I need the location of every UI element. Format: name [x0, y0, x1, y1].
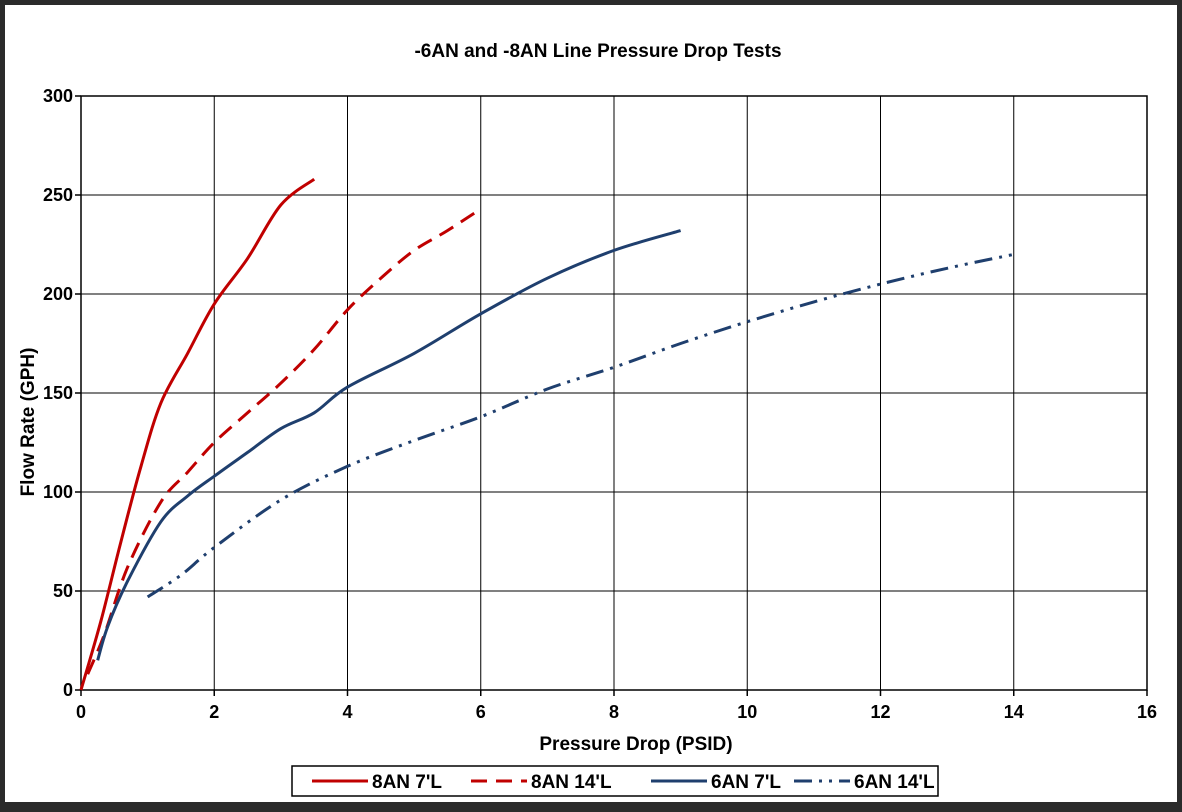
series-line-2 [96, 229, 682, 661]
x-tick-label: 10 [737, 702, 757, 722]
legend-label-0: 8AN 7'L [372, 772, 442, 793]
y-tick-label: 100 [43, 482, 73, 502]
x-tick-label: 0 [76, 702, 86, 722]
gridlines [75, 95, 1148, 696]
series-line-3 [146, 252, 1015, 599]
legend-label-3: 6AN 14'L [854, 772, 935, 793]
y-tick-label: 0 [63, 680, 73, 700]
x-tick-label: 4 [342, 702, 352, 722]
x-tick-label: 12 [870, 702, 890, 722]
x-axis-label: Pressure Drop (PSID) [539, 734, 732, 755]
legend: 8AN 7'L 8AN 14'L 6AN 7'L 6AN 14'L [291, 765, 939, 797]
tick-labels: 0 2 4 6 8 10 12 14 16 0 50 100 150 200 250 300 [43, 86, 1157, 722]
x-tick-label: 8 [609, 702, 619, 722]
x-tick-label: 2 [209, 702, 219, 722]
chart-canvas: -6AN and -8AN Line Pressure Drop Tests 0… [18, 41, 1157, 797]
y-tick-label: 200 [43, 284, 73, 304]
chart-title: -6AN and -8AN Line Pressure Drop Tests [414, 41, 781, 62]
y-tick-label: 300 [43, 86, 73, 106]
chart-frame: -6AN and -8AN Line Pressure Drop Tests 0… [5, 5, 1177, 802]
series-line-0 [79, 177, 316, 691]
series-layer [79, 177, 1015, 691]
x-tick-label: 14 [1004, 702, 1024, 722]
y-tick-label: 50 [53, 581, 73, 601]
legend-label-1: 8AN 14'L [531, 772, 612, 793]
x-tick-label: 16 [1137, 702, 1157, 722]
series-line-1 [86, 207, 482, 675]
y-tick-label: 150 [43, 383, 73, 403]
x-tick-label: 6 [476, 702, 486, 722]
y-tick-label: 250 [43, 185, 73, 205]
legend-label-2: 6AN 7'L [711, 772, 781, 793]
y-axis-label: Flow Rate (GPH) [18, 348, 39, 497]
